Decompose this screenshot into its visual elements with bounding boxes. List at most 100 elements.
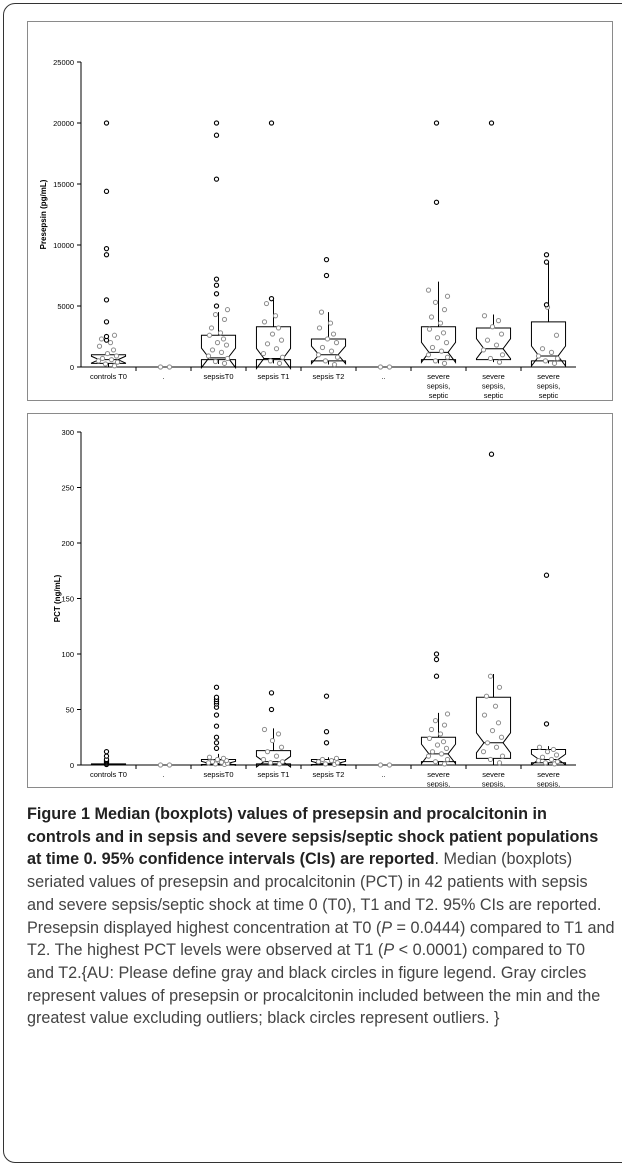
box	[90, 354, 127, 364]
gray-data-point	[495, 720, 502, 726]
y-tick-label: 15000	[53, 180, 74, 189]
outlier-point	[213, 303, 220, 309]
gray-data-point	[498, 331, 505, 337]
outlier-point	[323, 272, 330, 279]
gray-data-point	[386, 364, 393, 370]
outlier-point	[103, 246, 110, 252]
outlier-point	[213, 723, 220, 729]
box	[90, 763, 127, 766]
gray-data-point	[499, 753, 506, 759]
y-tick-label: 5000	[57, 302, 74, 311]
y-tick-label: 0	[70, 761, 74, 770]
gray-data-point	[99, 355, 106, 362]
gray-data-point	[214, 340, 221, 346]
gray-data-point	[218, 759, 225, 765]
outlier-point	[433, 120, 440, 126]
gray-data-point	[428, 314, 435, 320]
outlier-point	[213, 132, 220, 138]
gray-data-point	[553, 752, 560, 758]
outlier-point	[103, 297, 110, 303]
gray-data-point	[441, 761, 448, 767]
gray-data-point	[489, 324, 496, 330]
gray-data-point	[554, 355, 561, 362]
gray-data-point	[331, 361, 338, 368]
gray-data-point	[548, 756, 555, 763]
gray-data-point	[330, 331, 337, 337]
gray-data-point	[444, 756, 451, 763]
pct-boxplot-chart: 0 50 100 150 200 250 300 PCT (ng/mL) controls T0…	[53, 428, 576, 788]
outlier-point	[213, 176, 220, 182]
outlier-point	[213, 712, 220, 718]
gray-data-point	[444, 354, 451, 360]
y-tick-label: 200	[61, 539, 74, 548]
y-tick-label: 300	[61, 428, 74, 437]
x-tick-label: .	[162, 372, 164, 381]
gray-data-point	[273, 346, 280, 352]
gray-data-point	[481, 712, 488, 718]
gray-data-point	[267, 358, 274, 364]
gray-data-point	[480, 749, 487, 755]
x-tick-label: sepsis T2	[313, 372, 345, 381]
caption-body: Median (boxplots) seriated values of pre…	[27, 850, 615, 1028]
gray-data-point	[426, 326, 433, 332]
x-tick-label: sepsis,	[427, 382, 450, 391]
gray-data-point	[111, 363, 118, 369]
gray-data-point	[487, 355, 494, 362]
y-tick-label: 20000	[53, 119, 74, 128]
gray-data-point	[217, 330, 224, 336]
outlier-point	[103, 120, 110, 126]
outlier-point	[213, 276, 220, 282]
box	[530, 748, 567, 766]
gray-data-point	[487, 756, 494, 763]
gray-data-point	[432, 759, 439, 765]
gray-data-point	[440, 330, 447, 336]
gray-data-point	[275, 731, 282, 737]
gray-data-point	[157, 762, 164, 768]
outlier-point	[213, 740, 220, 746]
gray-data-point	[212, 358, 219, 365]
gray-data-point	[426, 735, 433, 741]
outlier-point	[543, 252, 550, 258]
box	[420, 326, 457, 364]
gray-data-point	[209, 759, 216, 765]
gray-data-point	[114, 359, 121, 365]
gray-data-point	[434, 335, 441, 341]
outlier-point	[543, 721, 550, 727]
box	[475, 327, 512, 361]
outlier-point	[323, 740, 330, 746]
gray-data-point	[95, 358, 102, 364]
gray-data-point	[539, 754, 546, 760]
gray-data-point	[221, 360, 228, 366]
gray-data-point	[432, 358, 439, 364]
outlier-point	[433, 673, 440, 679]
gray-data-point	[269, 331, 276, 337]
gray-data-point	[481, 313, 488, 319]
presepsin-chart-panel: 0 5000 10000 15000 20000 25000 Presepsin (pg/m…	[27, 21, 613, 401]
gray-data-point	[425, 352, 432, 358]
gray-data-point	[275, 325, 282, 331]
caption-title: Figure 1 Median (boxplots) values of pre…	[27, 805, 599, 869]
gray-data-point	[437, 320, 444, 326]
gray-data-point	[267, 760, 274, 766]
x-tick-label: severe	[482, 372, 505, 381]
outlier-point	[103, 188, 110, 194]
gray-data-point	[278, 744, 285, 750]
gray-data-point	[318, 309, 325, 315]
x-tick-label: sepsis,	[537, 780, 560, 788]
x-tick-label: severe	[427, 770, 450, 779]
gray-data-point	[550, 746, 557, 753]
outlier-point	[103, 333, 110, 340]
gray-data-point	[428, 726, 435, 733]
gray-data-point	[535, 353, 542, 359]
y-tick-label: 100	[61, 650, 74, 659]
gray-data-point	[212, 311, 219, 318]
x-tick-label: sepsis,	[427, 780, 450, 788]
gray-data-point	[429, 749, 436, 755]
gray-data-point	[535, 757, 542, 764]
gray-data-point	[441, 307, 448, 313]
outlier-point	[268, 296, 275, 302]
x-tick-label: controls T0	[90, 770, 127, 779]
x-tick-label: .	[162, 770, 164, 779]
outlier-point	[543, 259, 550, 265]
gray-data-point	[484, 337, 491, 343]
